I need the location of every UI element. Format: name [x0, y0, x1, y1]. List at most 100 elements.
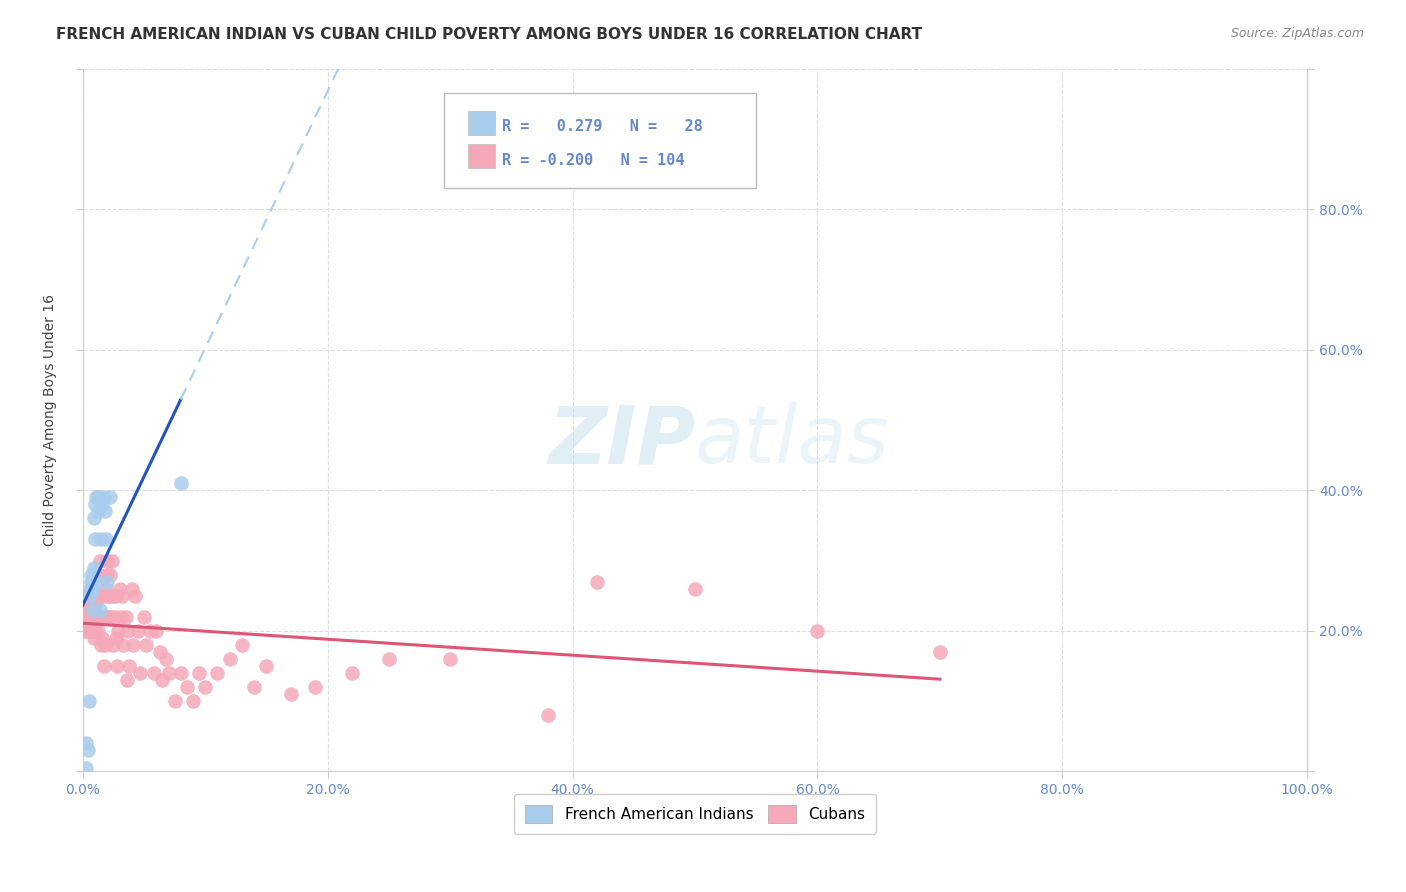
Point [181, 694, 204, 708]
Point [86, 504, 108, 518]
Point [86, 624, 108, 638]
FancyBboxPatch shape [468, 111, 495, 136]
Point [90, 589, 112, 603]
Point [127, 624, 149, 638]
Point [104, 631, 127, 645]
Point [93, 490, 115, 504]
Point [121, 582, 143, 596]
Point [84, 574, 107, 589]
FancyBboxPatch shape [444, 93, 756, 188]
Point [114, 609, 136, 624]
Point [176, 680, 198, 694]
Point [115, 673, 138, 687]
Y-axis label: Child Poverty Among Boys Under 16: Child Poverty Among Boys Under 16 [44, 294, 58, 546]
Point [586, 574, 609, 589]
Text: ZIP: ZIP [547, 402, 695, 480]
Point [111, 589, 134, 603]
Text: R = -0.200   N = 104: R = -0.200 N = 104 [502, 153, 685, 168]
Point [79, 582, 101, 596]
Point [155, 652, 177, 666]
Point [83, 511, 105, 525]
Point [100, 609, 122, 624]
Point [87, 567, 110, 582]
Point [378, 652, 401, 666]
Point [340, 665, 363, 680]
Point [98, 567, 121, 582]
Point [207, 665, 229, 680]
Text: atlas: atlas [695, 402, 890, 480]
Point [84, 490, 107, 504]
Point [80, 567, 103, 582]
Point [86, 609, 108, 624]
Point [80, 574, 103, 589]
Point [101, 553, 124, 567]
Point [135, 638, 157, 652]
Point [439, 652, 461, 666]
Point [76, 624, 98, 638]
Point [75, 596, 97, 610]
Point [157, 665, 180, 680]
Point [93, 589, 115, 603]
Point [132, 609, 155, 624]
Point [122, 638, 145, 652]
Point [118, 659, 141, 673]
Point [90, 533, 112, 547]
Point [96, 574, 118, 589]
Point [83, 631, 105, 645]
Point [76, 589, 98, 603]
Text: FRENCH AMERICAN INDIAN VS CUBAN CHILD POVERTY AMONG BOYS UNDER 16 CORRELATION CH: FRENCH AMERICAN INDIAN VS CUBAN CHILD PO… [56, 27, 922, 42]
Point [76, 589, 98, 603]
Point [87, 490, 110, 504]
Point [129, 665, 152, 680]
Point [683, 582, 706, 596]
Point [76, 743, 98, 757]
Point [112, 638, 135, 652]
Point [98, 589, 121, 603]
Point [87, 609, 110, 624]
Point [104, 589, 127, 603]
Point [152, 673, 174, 687]
Point [98, 490, 121, 504]
Point [304, 680, 326, 694]
Point [84, 609, 107, 624]
Point [97, 609, 120, 624]
Text: Source: ZipAtlas.com: Source: ZipAtlas.com [1230, 27, 1364, 40]
Point [76, 603, 98, 617]
Point [149, 645, 172, 659]
Point [82, 603, 104, 617]
Point [77, 694, 100, 708]
Point [87, 609, 110, 624]
Point [84, 596, 107, 610]
Point [110, 609, 132, 624]
Point [139, 624, 162, 638]
Point [79, 596, 101, 610]
Point [170, 476, 193, 491]
Point [75, 616, 97, 631]
Point [117, 624, 139, 638]
Point [80, 589, 103, 603]
Point [76, 736, 98, 750]
Point [93, 659, 115, 673]
Point [94, 533, 117, 547]
Point [76, 761, 98, 775]
Point [96, 553, 118, 567]
Point [107, 624, 129, 638]
Point [163, 694, 186, 708]
Point [103, 638, 125, 652]
Point [105, 659, 128, 673]
Point [537, 708, 560, 723]
Point [91, 609, 114, 624]
Point [194, 680, 217, 694]
Point [79, 624, 101, 638]
Point [188, 665, 211, 680]
Point [94, 582, 117, 596]
Text: R =   0.279   N =   28: R = 0.279 N = 28 [502, 120, 703, 135]
Point [91, 631, 114, 645]
Point [86, 589, 108, 603]
Point [80, 609, 103, 624]
Legend: French American Indians, Cubans: French American Indians, Cubans [515, 794, 876, 834]
Point [231, 638, 253, 652]
Point [145, 624, 167, 638]
Point [84, 624, 107, 638]
Point [142, 665, 165, 680]
